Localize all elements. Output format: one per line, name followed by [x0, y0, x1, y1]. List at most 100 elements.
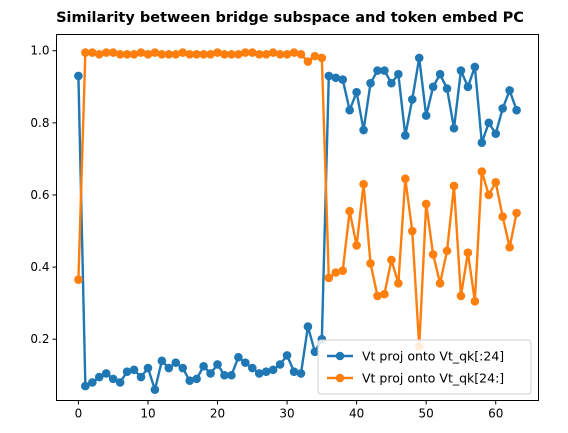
data-point	[296, 50, 306, 59]
data-point	[428, 82, 438, 92]
data-point	[115, 50, 125, 59]
data-point	[373, 291, 382, 301]
data-point	[234, 352, 243, 362]
legend: Vt proj onto Vt_qk[:24] Vt proj onto Vt_q…	[317, 339, 532, 395]
data-point	[352, 241, 361, 250]
data-point	[449, 123, 459, 133]
data-point	[463, 82, 473, 92]
data-point	[213, 48, 222, 57]
data-point	[101, 48, 111, 57]
data-point	[213, 360, 222, 369]
y-tick-label: 0.8	[30, 116, 49, 130]
y-tick-label: 0.6	[30, 188, 49, 202]
data-point	[484, 190, 494, 200]
data-point	[261, 367, 271, 376]
data-point	[157, 356, 167, 366]
series-2	[74, 48, 521, 351]
data-point	[122, 50, 132, 59]
plot-area	[74, 48, 521, 394]
y-tick-label: 1.0	[30, 44, 49, 58]
data-point	[407, 95, 417, 104]
data-point	[164, 50, 174, 59]
data-point	[192, 50, 201, 59]
data-point	[192, 374, 201, 384]
data-point	[345, 105, 354, 115]
data-point	[477, 138, 487, 147]
x-tick-label: 20	[210, 407, 225, 421]
data-point	[206, 50, 215, 59]
x-tick-label: 60	[488, 407, 503, 421]
data-point	[407, 226, 417, 236]
data-point	[324, 71, 334, 81]
data-point	[394, 69, 403, 79]
data-point	[435, 279, 445, 288]
data-point	[234, 50, 243, 59]
data-point	[289, 367, 299, 376]
data-point	[303, 57, 313, 66]
data-point	[108, 374, 118, 384]
data-point	[373, 66, 382, 75]
series-1	[74, 53, 521, 394]
data-point	[199, 361, 208, 371]
data-point	[442, 84, 452, 93]
legend-marker	[335, 373, 345, 383]
data-point	[178, 48, 188, 57]
data-point	[81, 381, 90, 391]
data-point	[352, 87, 361, 97]
y-tick-label: 0.4	[30, 260, 49, 274]
data-point	[247, 363, 257, 373]
data-point	[150, 385, 160, 394]
data-point	[94, 372, 104, 382]
data-point	[185, 50, 194, 59]
data-point	[359, 179, 368, 189]
data-point	[74, 71, 83, 81]
data-point	[331, 268, 341, 277]
data-point	[143, 50, 153, 59]
legend-label: Vt proj onto Vt_qk[24:]	[362, 371, 504, 386]
data-point	[88, 48, 97, 57]
data-point	[101, 369, 111, 378]
data-point	[185, 376, 194, 385]
data-point	[380, 289, 389, 299]
x-tick-label: 40	[349, 407, 364, 421]
data-point	[498, 104, 507, 113]
data-point	[136, 48, 146, 57]
data-point	[74, 275, 83, 285]
data-point	[157, 50, 167, 59]
legend-label: Vt proj onto Vt_qk[:24]	[362, 349, 504, 364]
data-point	[310, 347, 320, 357]
data-point	[220, 50, 229, 59]
data-point	[387, 255, 396, 265]
data-point	[206, 369, 215, 378]
series-line	[77, 51, 518, 348]
data-point	[505, 242, 514, 252]
data-point	[122, 367, 132, 376]
data-point	[94, 50, 104, 59]
data-point	[282, 50, 292, 59]
data-point	[470, 297, 480, 306]
data-point	[164, 363, 174, 373]
data-point	[338, 266, 348, 275]
data-point	[414, 53, 424, 63]
data-point	[484, 118, 494, 128]
data-point	[88, 378, 97, 387]
data-point	[477, 167, 487, 176]
data-point	[428, 250, 438, 259]
data-point	[512, 208, 521, 218]
axes-frame	[56, 34, 539, 401]
data-point	[324, 273, 334, 283]
y-axis-ticks: 0.2 0.4 0.6 0.8 1.0	[30, 44, 57, 346]
data-point	[498, 212, 507, 221]
data-point	[115, 378, 125, 387]
data-point	[491, 129, 501, 138]
data-point	[442, 246, 452, 256]
data-point	[254, 369, 264, 378]
data-point	[401, 174, 410, 184]
data-point	[143, 363, 153, 373]
data-point	[359, 125, 368, 135]
data-point	[261, 50, 271, 59]
data-point	[220, 370, 229, 380]
data-point	[435, 69, 445, 79]
y-tick-label: 0.2	[30, 332, 49, 346]
